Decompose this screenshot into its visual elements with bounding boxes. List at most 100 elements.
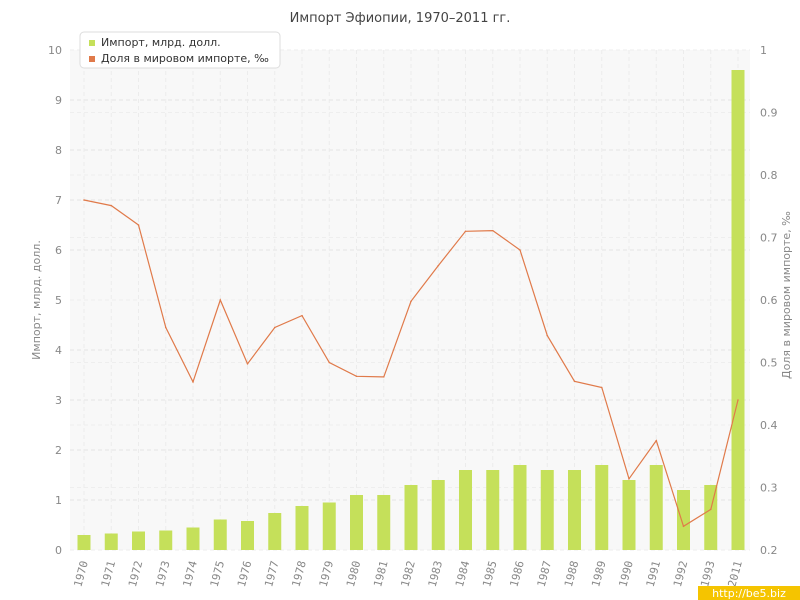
x-tick: 1983 <box>426 559 445 588</box>
bar <box>704 485 718 550</box>
bar <box>731 70 745 550</box>
line-point <box>655 439 658 442</box>
bar <box>622 480 636 550</box>
y-tick-right: 0.8 <box>760 169 778 182</box>
line-point <box>410 300 412 303</box>
bar <box>513 465 527 550</box>
legend-box <box>79 31 281 69</box>
line-point <box>110 204 113 207</box>
y-tick-left: 0 <box>55 544 62 557</box>
line-point <box>83 199 85 201</box>
x-tick: 1990 <box>616 559 635 588</box>
line-point <box>519 249 521 251</box>
watermark-bg <box>698 586 800 600</box>
x-tick: 1986 <box>507 559 526 588</box>
y-tick-left: 5 <box>55 294 62 307</box>
x-tick: 1989 <box>589 559 608 588</box>
y-tick-left: 6 <box>55 244 62 257</box>
y-tick-left: 7 <box>55 194 62 207</box>
legend: Импорт, млрд. долл. Доля в мировом импор… <box>79 31 281 69</box>
bar <box>568 470 581 550</box>
y-axis-left-ticks: 0 1 2 3 4 5 6 7 8 9 10 <box>48 44 62 557</box>
x-tick: 1992 <box>671 559 690 588</box>
bar <box>268 513 282 550</box>
x-tick: 1975 <box>208 559 227 588</box>
x-tick: 1978 <box>289 559 308 588</box>
line-point <box>164 326 167 329</box>
y-tick-left: 3 <box>55 394 62 407</box>
x-tick: 1971 <box>99 559 118 588</box>
x-tick: 1973 <box>153 559 172 588</box>
x-tick: 2011 <box>725 559 744 588</box>
bar <box>377 495 391 550</box>
x-tick: 1976 <box>235 559 254 588</box>
y-tick-right: 0.6 <box>760 294 778 307</box>
bar <box>186 527 200 550</box>
chart-title: Импорт Эфиопии, 1970–2011 гг. <box>290 11 511 26</box>
watermark-text: http://be5.biz <box>712 587 786 600</box>
line-point <box>355 375 358 378</box>
legend-swatch-import <box>89 40 95 46</box>
bar <box>322 502 336 550</box>
x-tick: 1981 <box>371 559 390 588</box>
bar <box>241 521 254 550</box>
bar <box>295 506 309 550</box>
line-point <box>192 381 194 383</box>
line-point <box>737 399 739 401</box>
line-point <box>246 362 249 365</box>
y-tick-right: 0.2 <box>760 544 778 557</box>
x-axis-ticks: 1970 1971 1972 1973 1974 1975 1976 1977 1978 1979… <box>71 559 744 588</box>
y-tick-right: 0.4 <box>760 419 778 432</box>
line-point <box>273 326 276 329</box>
bar <box>104 533 118 550</box>
line-point <box>546 334 549 337</box>
x-tick: 1974 <box>180 559 200 588</box>
x-tick: 1984 <box>453 559 473 588</box>
bar <box>431 480 445 550</box>
x-tick: 1979 <box>317 559 336 588</box>
line-point <box>628 477 630 480</box>
line-point <box>437 264 440 267</box>
y-axis-left-label: Импорт, млрд. долл. <box>30 240 43 360</box>
bar-series <box>77 70 745 550</box>
bar <box>486 470 500 550</box>
y-tick-left: 8 <box>55 144 62 157</box>
line-point <box>709 508 712 511</box>
legend-label-share: Доля в мировом импорте, ‰ <box>101 52 269 65</box>
y-tick-right: 0.5 <box>760 357 778 370</box>
bar <box>459 470 472 550</box>
x-tick: 1980 <box>344 559 363 588</box>
line-point <box>491 229 494 232</box>
x-tick: 1987 <box>535 559 554 588</box>
y-tick-left: 9 <box>55 94 62 107</box>
x-tick: 1970 <box>71 559 90 588</box>
line-point <box>219 299 222 301</box>
y-tick-left: 1 <box>55 494 62 507</box>
bar <box>404 485 418 550</box>
line-series <box>83 199 739 528</box>
y-tick-left: 2 <box>55 444 62 457</box>
x-tick: 1977 <box>262 559 281 588</box>
legend-swatch-share <box>89 56 95 62</box>
y-axis-right-label: Доля в мировом импорте, ‰ <box>780 211 793 379</box>
x-tick: 1972 <box>126 559 145 588</box>
bar <box>132 531 145 550</box>
x-tick: 1991 <box>644 559 663 588</box>
bar <box>213 519 227 550</box>
x-tick: 1993 <box>698 559 717 588</box>
x-tick: 1985 <box>480 559 499 588</box>
line-point <box>600 386 603 389</box>
y-tick-left: 4 <box>55 344 62 357</box>
line-point <box>137 224 140 226</box>
bar <box>77 535 91 550</box>
bar <box>649 465 663 550</box>
line-point <box>382 376 385 378</box>
line-point <box>573 380 576 383</box>
bar <box>159 530 173 550</box>
y-tick-left: 10 <box>48 44 62 57</box>
line-point <box>328 361 331 364</box>
watermark: http://be5.biz <box>698 586 800 600</box>
y-tick-right: 0.7 <box>760 232 778 245</box>
